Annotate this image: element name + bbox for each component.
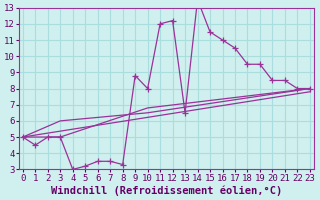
X-axis label: Windchill (Refroidissement éolien,°C): Windchill (Refroidissement éolien,°C) <box>51 185 282 196</box>
